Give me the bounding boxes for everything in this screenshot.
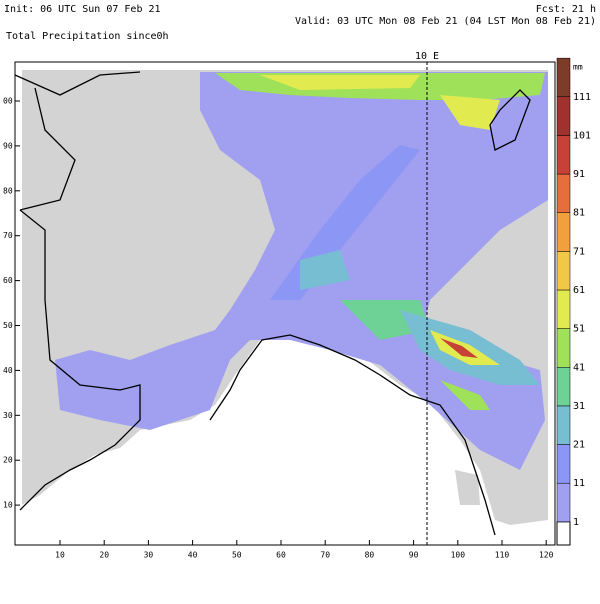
colorbar-label: 11 [573, 478, 585, 489]
colorbar-box [556, 328, 571, 368]
colorbar-label: 101 [573, 130, 591, 141]
y-tick-label: 90 [3, 141, 13, 150]
y-tick-label: 00 [3, 97, 13, 106]
y-tick-label: 80 [3, 186, 13, 195]
x-tick-label: 90 [409, 551, 419, 560]
y-tick-label: 10 [3, 501, 13, 510]
x-tick-label: 40 [188, 551, 198, 560]
border [14, 71, 141, 511]
x-tick-label: 20 [99, 551, 109, 560]
precip-band [340, 300, 430, 340]
colorbar-label: 41 [573, 362, 585, 373]
colorbar-box [556, 405, 571, 445]
x-tick-label: 110 [495, 551, 510, 560]
colorbar-box [556, 96, 571, 136]
island [489, 89, 531, 151]
colorbar-box [556, 367, 571, 407]
y-tick-label: 20 [3, 456, 13, 465]
colorbar-box [556, 444, 571, 484]
colorbar-label: 81 [573, 208, 585, 219]
colorbar-box [556, 135, 571, 175]
y-tick-label: 40 [3, 366, 13, 375]
colorbar-label: 91 [573, 169, 585, 180]
x-tick-label: 60 [276, 551, 286, 560]
colorbar-box [556, 289, 571, 329]
colorbar-label: 51 [573, 324, 585, 335]
plot-frame [14, 61, 556, 546]
colorbar-unit: mm [573, 63, 583, 72]
y-tick-label: 50 [3, 321, 13, 330]
precip-core [440, 380, 490, 410]
x-tick-label: 30 [144, 551, 154, 560]
y-tick-label: 30 [3, 411, 13, 420]
colorbar-box [556, 57, 571, 98]
x-tick-label: 100 [451, 551, 466, 560]
field-label: Total Precipitation since0h [6, 31, 169, 42]
y-tick-label: 60 [3, 276, 13, 285]
coast [209, 334, 496, 536]
colorbar-below [556, 521, 571, 546]
colorbar-label: 31 [573, 401, 585, 412]
precip-core [430, 330, 500, 365]
land [455, 470, 480, 505]
colorbar-label: 71 [573, 246, 585, 257]
colorbar-box [556, 212, 571, 252]
colorbar-box [556, 173, 571, 213]
coastlines [14, 71, 531, 536]
axes: 10 20 30 40 50 60 70 80 90 100 110 120 10 20 30 40 50 60 7… [3, 97, 554, 560]
fcst-label: Fcst: 21 h [536, 4, 596, 15]
map-area: 10 E [14, 51, 556, 546]
precip-band [300, 250, 350, 290]
x-tick-label: 10 [55, 551, 65, 560]
x-tick-label: 120 [539, 551, 554, 560]
precip-core [260, 75, 420, 90]
x-tick-label: 50 [232, 551, 242, 560]
colorbar-label: 1 [573, 517, 579, 528]
colorbar-label: 61 [573, 285, 585, 296]
colorbar-label: 21 [573, 440, 585, 451]
valid-label: Valid: 03 UTC Mon 08 Feb 21 (04 LST Mon … [295, 16, 596, 27]
meridian-label: 10 E [415, 51, 439, 62]
colorbar-label: 111 [573, 92, 591, 103]
x-tick-label: 80 [365, 551, 375, 560]
precip-core [440, 95, 500, 130]
colorbar-box [556, 251, 571, 291]
y-tick-label: 70 [3, 231, 13, 240]
colorbar-box [556, 482, 571, 523]
precip-core [440, 338, 478, 358]
x-tick-label: 70 [320, 551, 330, 560]
init-label: Init: 06 UTC Sun 07 Feb 21 [4, 4, 161, 15]
